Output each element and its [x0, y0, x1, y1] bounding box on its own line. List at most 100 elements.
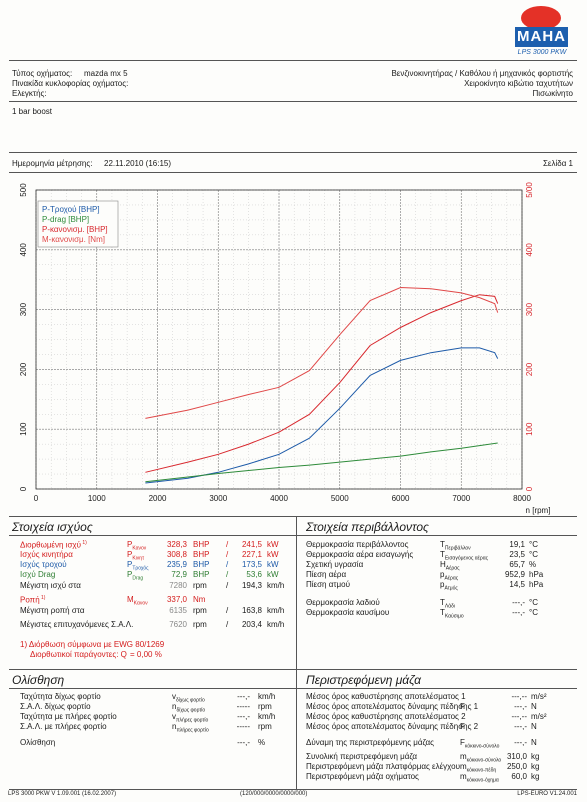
- env-row-value: ---,-: [512, 598, 525, 607]
- footer-left: LPS 3000 PKW V 1.09.001 (16.02.2007): [8, 791, 117, 797]
- env-row-unit: °C: [529, 540, 538, 549]
- legend-entry: P-κανονισμ. [BHP]: [42, 225, 108, 234]
- model-label: LPS 3000 PKW: [517, 49, 567, 56]
- mass-row-unit: N: [531, 738, 537, 747]
- mass-row-value: ---,-: [514, 738, 527, 747]
- power-row-value2: 173,5: [241, 560, 262, 569]
- mass-row-symbol: Fκόκκινο-σύνολο: [460, 738, 500, 750]
- x-axis-unit: n [rpm]: [526, 506, 551, 515]
- env-row-symbol: pΑέρας: [440, 570, 459, 582]
- y-right-tick-label: 0: [525, 486, 534, 491]
- slip-row-unit: %: [258, 738, 266, 747]
- power-row-unit1: BHP: [193, 540, 210, 549]
- power-row-label: Μέγιστες επιτυχανόμενες Σ.Α.Λ.: [20, 620, 134, 629]
- power-row-value1: 308,8: [166, 550, 187, 559]
- divider: [9, 669, 577, 670]
- power-row-value2: 163,8: [241, 606, 262, 615]
- power-row-label: Μέγιστη ροπή στα: [20, 606, 85, 615]
- mass-row-label: Μέσος όρος αποτελέσματος δύναμης πέδησης…: [306, 702, 479, 711]
- chart-legend-box: [37, 200, 119, 248]
- correction-footnote: 1) Διόρθωση σύμφωνα με EWG 80/1269: [20, 640, 165, 649]
- slip-row-symbol: vδίχως φορτίο: [172, 692, 205, 704]
- power-row-value1: 7620: [169, 620, 187, 629]
- divider: [9, 172, 577, 173]
- power-row-separator: /: [226, 620, 229, 629]
- brand-logo: MAHA: [515, 27, 568, 47]
- env-row-label: Θερμοκρασία αέρα εισαγωγής: [306, 550, 414, 559]
- env-row-label: Θερμοκρασία καυσίμου: [306, 608, 390, 617]
- env-row-unit: hPa: [529, 570, 544, 579]
- power-row-unit1: BHP: [193, 550, 210, 559]
- inspector-label: Ελεγκτής:: [12, 89, 47, 98]
- power-row-label: Ισχύς τροχού: [20, 560, 67, 569]
- correction-factor-value: = 0,00 %: [130, 650, 162, 659]
- power-row-value2: 203,4: [241, 620, 262, 629]
- slip-row-unit: rpm: [258, 702, 272, 711]
- series-line: [145, 286, 499, 419]
- divider: [9, 688, 577, 689]
- power-row-unit2: km/h: [267, 606, 285, 615]
- mass-row-label: Μέσος όρος καθυστέρησης αποτελέσματος 2: [306, 712, 466, 721]
- power-row-separator: /: [226, 570, 229, 579]
- chart-series: [145, 286, 499, 484]
- divider: [9, 152, 577, 153]
- env-row-label: Πίεση αέρα: [306, 570, 347, 579]
- y-right-tick-label: 200: [525, 362, 534, 376]
- mass-row-label: Μέσος όρος καθυστέρησης αποτελέσματος 1: [306, 692, 466, 701]
- power-row-label: Ροπή 1): [20, 595, 46, 605]
- mass-row-label: Περιστρεφόμενη μάζα πλατφόρμας ελέγχου: [306, 762, 460, 771]
- power-row-symbol: PDrag: [127, 570, 144, 582]
- power-section-title: Στοιχεία ισχύος: [12, 520, 93, 534]
- mass-row-label: Συνολική περιστρεφόμενη μάζα: [306, 752, 418, 761]
- y-left-tick-label: 500: [19, 183, 28, 197]
- power-row-separator: /: [226, 606, 229, 615]
- mass-row-symbol: F: [460, 702, 465, 711]
- power-row-value1: 6135: [169, 606, 187, 615]
- correction-factor-label: Διορθωτικοί παράγοντες: Q: [30, 650, 127, 659]
- slip-row-unit: km/h: [258, 692, 276, 701]
- power-row-unit1: rpm: [193, 606, 207, 615]
- x-tick-label: 4000: [270, 494, 288, 503]
- mass-row-symbol: mκόκκινο-σύνολο: [460, 752, 502, 764]
- mass-section-title: Περιστρεφόμενη μάζα: [306, 673, 421, 687]
- slip-row-symbol: nδίχως φορτίο: [172, 702, 206, 714]
- page-number: Σελίδα 1: [542, 159, 573, 168]
- power-row-unit1: Nm: [193, 595, 206, 604]
- footer-right: LPS-EURO V1.24.001: [517, 791, 577, 797]
- env-row-label: Πίεση ατμού: [306, 580, 350, 589]
- mass-row-value: 250,0: [506, 762, 527, 771]
- mass-row-unit: N: [531, 702, 537, 711]
- env-row-value: 14,5: [509, 580, 525, 589]
- power-row-unit1: rpm: [193, 581, 207, 590]
- env-row-unit: °C: [529, 550, 538, 559]
- mass-row-unit: m/s²: [531, 692, 547, 701]
- date-value: 22.11.2010 (16:15): [104, 159, 172, 168]
- env-row-label: Σχετική υγρασία: [306, 560, 364, 569]
- power-row-value2: 194,3: [241, 581, 262, 590]
- x-tick-label: 1000: [88, 494, 106, 503]
- power-row-label: Μέγιστη ισχύ στα: [20, 581, 81, 590]
- slip-row-value: -----: [236, 722, 250, 731]
- slip-row-value: ---,-: [237, 692, 250, 701]
- power-row-label: Ισχύ Drag: [20, 570, 56, 579]
- mass-row-symbol: mκόκκινο-όχημα: [460, 772, 499, 784]
- divider: [9, 516, 577, 517]
- env-row-value: 23,5: [509, 550, 525, 559]
- legend-entry: M-κανονισμ. [Nm]: [42, 235, 105, 244]
- footer-center: (120/000/0000/0000/000): [240, 791, 308, 797]
- power-row-unit2: kW: [267, 540, 279, 549]
- x-tick-label: 0: [34, 494, 39, 503]
- power-row-value1: 337,0: [166, 595, 187, 604]
- slip-row-symbol: vπλήρες φορτίο: [172, 712, 209, 724]
- mass-row-unit: N: [531, 722, 537, 731]
- x-tick-label: 2000: [149, 494, 167, 503]
- mass-row-unit: kg: [531, 772, 540, 781]
- plot-frame: [35, 189, 523, 490]
- power-row-unit1: BHP: [193, 560, 210, 569]
- x-tick-label: 7000: [452, 494, 470, 503]
- slip-row-label: Ταχύτητα δίχως φορτίο: [20, 692, 101, 701]
- power-row-symbol: PΤροχός: [127, 560, 149, 572]
- slip-row-unit: rpm: [258, 722, 272, 731]
- environment-section-title: Στοιχεία περιβάλλοντος: [306, 520, 429, 534]
- power-row-symbol: PΚινητ: [127, 550, 145, 562]
